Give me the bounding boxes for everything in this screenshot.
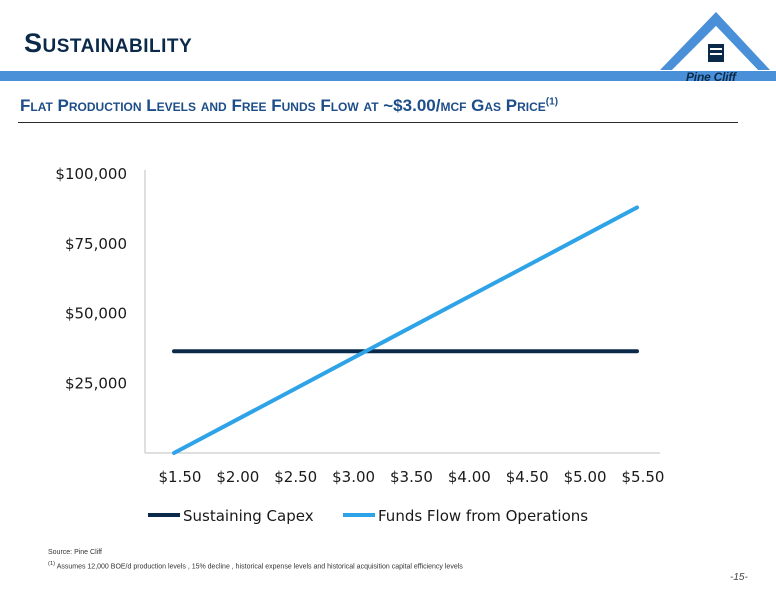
pine-cliff-logo-icon xyxy=(660,12,770,70)
x-axis-ticks: $1.50 $2.00 $2.50 $3.00 $3.50 $4.00 $4.50 $5.00… xyxy=(159,468,665,486)
chart-axes xyxy=(144,170,660,454)
x-tick-label: $2.50 xyxy=(274,468,317,486)
slide-subtitle: Flat Production Levels and Free Funds Fl… xyxy=(20,96,558,116)
footnote: (1) Assumes 12,000 BOE/d production leve… xyxy=(48,560,463,571)
chart: $100,000 $75,000 $50,000 $25,000 $1.50 $2.00… xyxy=(55,165,665,525)
x-tick-label: $4.50 xyxy=(506,468,549,486)
subtitle-rule xyxy=(18,122,738,123)
x-tick-label: $1.50 xyxy=(159,468,202,486)
x-tick-label: $2.00 xyxy=(216,468,259,486)
x-tick-label: $5.50 xyxy=(622,468,665,486)
source-note: Source: Pine Cliff xyxy=(48,549,102,556)
x-tick-label: $5.00 xyxy=(564,468,607,486)
x-tick-label: $3.50 xyxy=(390,468,433,486)
y-tick-label: $75,000 xyxy=(65,235,127,253)
series-line-funds-flow xyxy=(172,205,639,455)
chart-series xyxy=(172,205,639,455)
y-tick-label: $25,000 xyxy=(65,374,127,392)
footnote-mark: (1) xyxy=(48,561,56,567)
y-tick-label: $100,000 xyxy=(55,165,127,183)
footnote-text: Assumes 12,000 BOE/d production levels ,… xyxy=(56,563,463,571)
page-number: -15- xyxy=(730,572,748,583)
slide-title: Sustainability xyxy=(24,28,193,58)
y-tick-label: $50,000 xyxy=(65,305,127,323)
x-tick-label: $4.00 xyxy=(448,468,491,486)
legend-label: Sustaining Capex xyxy=(183,507,314,525)
title-divider-bar xyxy=(0,71,776,81)
legend-label: Funds Flow from Operations xyxy=(378,507,588,525)
subtitle-footnote-mark: (1) xyxy=(545,96,559,108)
logo-text: Pine Cliff xyxy=(686,70,736,84)
x-tick-label: $3.00 xyxy=(332,468,375,486)
y-axis-ticks: $100,000 $75,000 $50,000 $25,000 xyxy=(55,165,127,392)
chart-legend: Sustaining Capex Funds Flow from Operatio… xyxy=(148,507,588,525)
subtitle-text: Flat Production Levels and Free Funds Fl… xyxy=(20,96,546,115)
